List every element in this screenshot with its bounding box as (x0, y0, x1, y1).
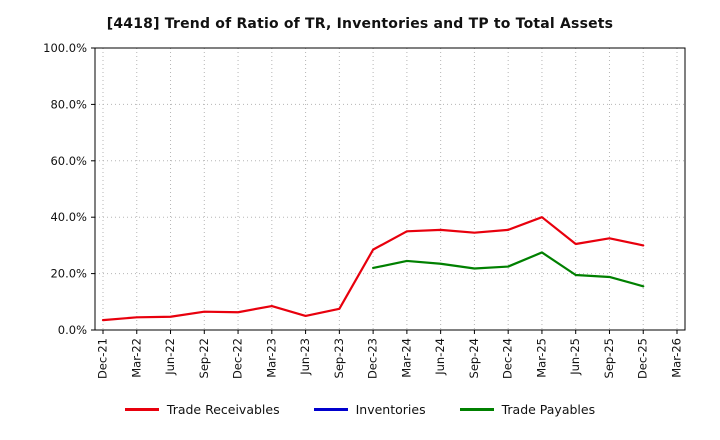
svg-text:Jun-25: Jun-25 (568, 338, 582, 376)
trade-payables-line-swatch (459, 408, 494, 411)
svg-text:Jun-22: Jun-22 (163, 338, 177, 376)
svg-text:Dec-22: Dec-22 (231, 338, 245, 379)
svg-text:0.0%: 0.0% (58, 323, 87, 337)
svg-text:Dec-24: Dec-24 (501, 338, 515, 379)
svg-text:Mar-24: Mar-24 (399, 338, 413, 378)
svg-text:Jun-23: Jun-23 (298, 338, 312, 376)
svg-text:20.0%: 20.0% (50, 267, 87, 281)
chart-title: [4418] Trend of Ratio of TR, Inventories… (106, 16, 614, 32)
svg-text:Mar-26: Mar-26 (670, 338, 684, 378)
svg-text:Sep-22: Sep-22 (197, 338, 211, 378)
svg-text:Mar-22: Mar-22 (129, 338, 143, 378)
legend-item-trade-payables: Trade Payables (459, 402, 596, 417)
svg-text:60.0%: 60.0% (50, 154, 87, 168)
svg-text:Jun-24: Jun-24 (433, 338, 447, 376)
svg-text:100.0%: 100.0% (43, 41, 87, 55)
svg-text:Sep-23: Sep-23 (332, 338, 346, 378)
svg-text:Sep-24: Sep-24 (467, 338, 481, 378)
legend-label: Inventories (355, 402, 426, 417)
svg-text:Mar-25: Mar-25 (534, 338, 548, 378)
legend-label: Trade Payables (501, 402, 596, 417)
legend-item-inventories: Inventories (313, 402, 426, 417)
svg-text:Sep-25: Sep-25 (602, 338, 616, 378)
inventories-line-swatch (313, 408, 348, 411)
svg-text:80.0%: 80.0% (50, 97, 87, 111)
chart-legend: Trade Receivables Inventories Trade Paya… (0, 402, 720, 417)
svg-text:Mar-23: Mar-23 (264, 338, 278, 378)
legend-label: Trade Receivables (166, 402, 280, 417)
legend-item-trade-receivables: Trade Receivables (124, 402, 280, 417)
svg-text:40.0%: 40.0% (50, 210, 87, 224)
svg-text:Dec-23: Dec-23 (366, 338, 380, 379)
svg-text:Dec-21: Dec-21 (96, 338, 110, 379)
svg-text:Dec-25: Dec-25 (636, 338, 650, 379)
trade-receivables-line-swatch (124, 408, 159, 411)
